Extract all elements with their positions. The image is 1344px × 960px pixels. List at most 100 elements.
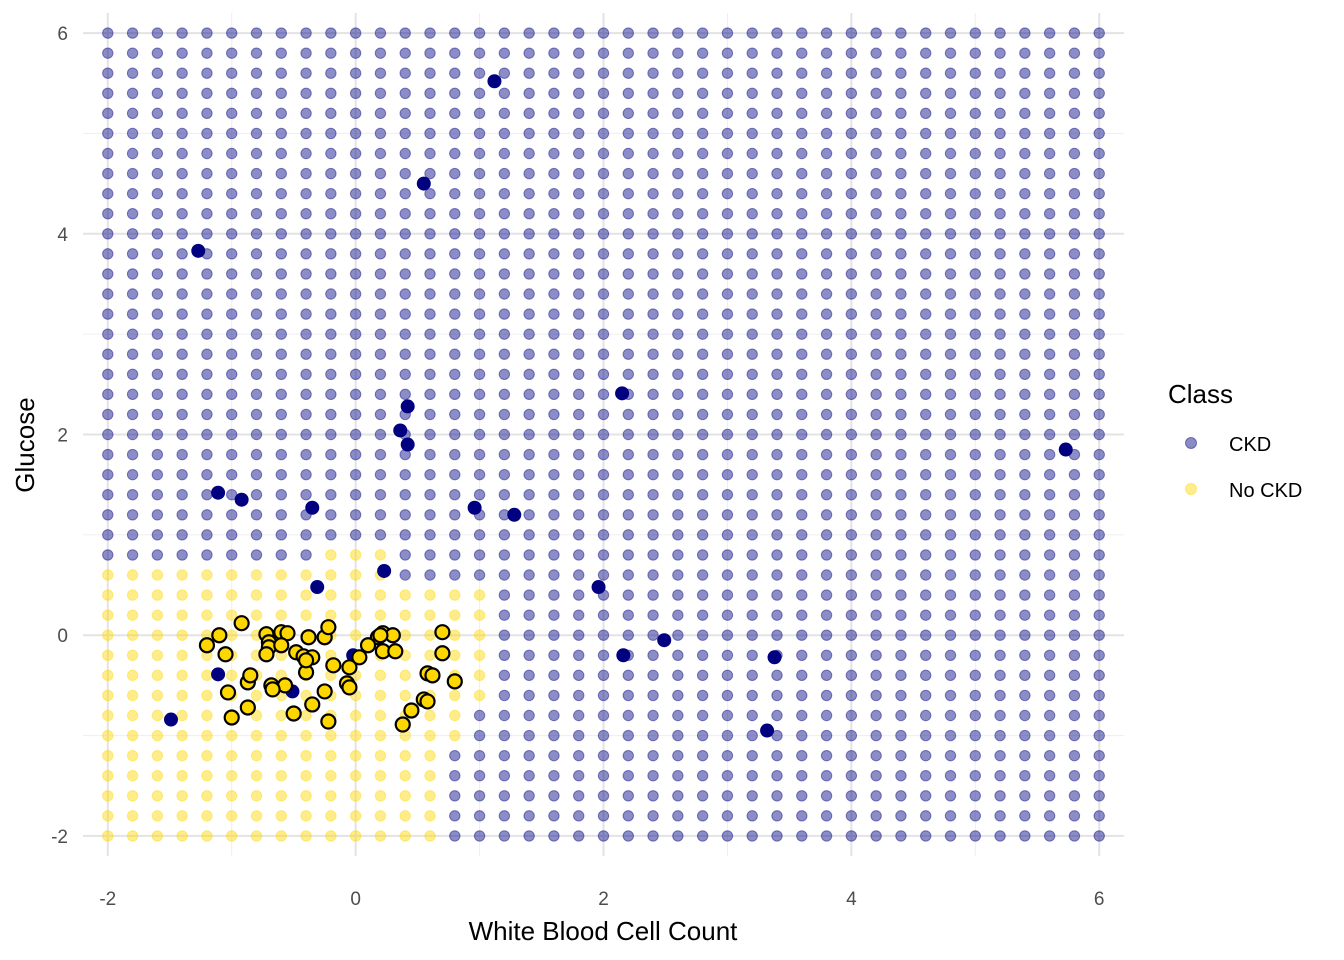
grid-point-ckd xyxy=(721,408,734,421)
grid-point-ckd xyxy=(1043,810,1056,822)
grid-point-no-ckd xyxy=(300,810,312,822)
grid-point-ckd xyxy=(226,147,238,160)
grid-point-ckd xyxy=(573,308,585,320)
grid-point-ckd xyxy=(672,489,684,501)
grid-point-ckd xyxy=(523,308,535,320)
grid-point-ckd xyxy=(424,348,436,360)
grid-point-ckd xyxy=(573,569,585,581)
grid-point-ckd xyxy=(374,428,387,441)
grid-point-ckd xyxy=(573,87,585,99)
grid-point-ckd xyxy=(126,208,139,220)
grid-point-ckd xyxy=(944,609,957,621)
grid-point-ckd xyxy=(845,529,858,541)
grid-point-ckd xyxy=(920,167,932,180)
grid-point-ckd xyxy=(1019,368,1031,380)
grid-point-ckd xyxy=(102,408,114,421)
grid-point-ckd xyxy=(1093,509,1105,521)
grid-point-ckd xyxy=(597,669,610,682)
grid-point-ckd xyxy=(920,187,932,200)
grid-point-ckd xyxy=(498,27,511,39)
grid-point-ckd xyxy=(944,67,957,79)
grid-point-ckd xyxy=(597,810,610,822)
grid-point-ckd xyxy=(523,187,535,200)
grid-point-ckd xyxy=(449,368,461,380)
grid-point-ckd xyxy=(721,127,734,140)
grid-point-ckd xyxy=(870,689,882,702)
grid-point-no-ckd xyxy=(176,790,188,802)
grid-point-ckd xyxy=(548,248,560,260)
grid-point-ckd xyxy=(870,127,882,140)
grid-point-ckd xyxy=(473,448,486,461)
grid-point-no-ckd xyxy=(126,689,139,702)
grid-point-ckd xyxy=(548,529,560,541)
grid-point-ckd xyxy=(226,388,238,401)
grid-point-ckd xyxy=(126,428,139,441)
grid-point-ckd xyxy=(647,448,659,461)
grid-point-ckd xyxy=(796,87,808,99)
grid-point-ckd xyxy=(1068,689,1081,702)
grid-point-ckd xyxy=(325,328,337,340)
grid-point-ckd xyxy=(151,288,164,300)
grid-point-ckd xyxy=(969,790,981,802)
grid-point-ckd xyxy=(721,729,734,742)
grid-point-ckd xyxy=(424,428,436,441)
grid-point-ckd xyxy=(597,107,610,120)
grid-point-ckd xyxy=(696,790,709,802)
grid-point-ckd xyxy=(1043,228,1056,240)
grid-point-ckd xyxy=(969,368,981,380)
grid-point-ckd xyxy=(1043,47,1056,59)
data-point-no-ckd xyxy=(316,683,333,700)
grid-point-ckd xyxy=(771,87,783,99)
grid-point-ckd xyxy=(895,107,907,120)
grid-point-ckd xyxy=(820,228,833,240)
grid-point-no-ckd xyxy=(399,770,411,782)
grid-point-ckd xyxy=(820,47,833,59)
grid-point-ckd xyxy=(672,408,684,421)
grid-point-ckd xyxy=(597,187,610,200)
grid-point-ckd xyxy=(944,649,957,661)
grid-point-no-ckd xyxy=(151,709,164,722)
grid-point-ckd xyxy=(126,308,139,320)
legend-label-ckd: CKD xyxy=(1229,434,1271,456)
grid-point-ckd xyxy=(1043,368,1056,380)
grid-point-ckd xyxy=(201,448,213,461)
grid-point-ckd xyxy=(498,790,511,802)
grid-point-ckd xyxy=(647,589,659,601)
grid-point-ckd xyxy=(920,248,932,260)
grid-point-ckd xyxy=(870,348,882,360)
grid-point-ckd xyxy=(771,368,783,380)
grid-point-ckd xyxy=(920,649,932,661)
grid-point-ckd xyxy=(771,288,783,300)
grid-point-ckd xyxy=(672,830,684,842)
grid-point-ckd xyxy=(573,529,585,541)
grid-point-ckd xyxy=(1043,147,1056,160)
grid-point-ckd xyxy=(1093,208,1105,220)
grid-point-ckd xyxy=(647,328,659,340)
grid-point-ckd xyxy=(647,689,659,702)
grid-point-ckd xyxy=(151,509,164,521)
grid-point-ckd xyxy=(399,348,411,360)
grid-point-no-ckd xyxy=(300,729,312,742)
grid-point-ckd xyxy=(944,428,957,441)
grid-point-ckd xyxy=(300,228,312,240)
grid-point-ckd xyxy=(944,669,957,682)
grid-point-ckd xyxy=(449,208,461,220)
grid-point-ckd xyxy=(176,448,188,461)
grid-point-ckd xyxy=(325,288,337,300)
grid-point-ckd xyxy=(696,689,709,702)
grid-point-ckd xyxy=(820,689,833,702)
grid-point-ckd xyxy=(944,87,957,99)
grid-point-ckd xyxy=(771,428,783,441)
grid-point-ckd xyxy=(449,790,461,802)
grid-point-ckd xyxy=(994,328,1006,340)
grid-point-ckd xyxy=(151,529,164,541)
grid-point-ckd xyxy=(647,87,659,99)
grid-point-ckd xyxy=(746,669,758,682)
grid-point-ckd xyxy=(102,308,114,320)
grid-point-ckd xyxy=(449,328,461,340)
grid-point-ckd xyxy=(325,408,337,421)
grid-point-ckd xyxy=(102,529,114,541)
grid-point-ckd xyxy=(523,729,535,742)
grid-point-ckd xyxy=(845,147,858,160)
